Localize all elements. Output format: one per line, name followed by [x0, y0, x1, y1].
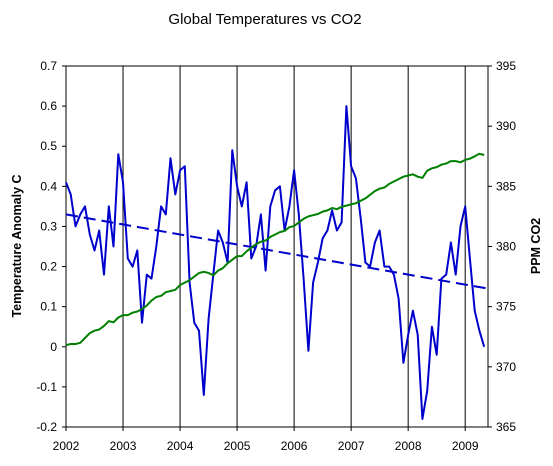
y-right-tick-label: 375 — [496, 300, 516, 314]
y-left-tick-label: -0.2 — [36, 420, 57, 434]
y-right-tick-label: 370 — [496, 360, 516, 374]
x-tick-label: 2003 — [110, 439, 137, 453]
y-axis-right: 365 370 375 380 385 390 395 — [488, 59, 516, 434]
temperature-line — [65, 105, 486, 420]
y-left-tick-label: 0.7 — [40, 59, 57, 73]
y-left-tick-label: -0.1 — [36, 380, 57, 394]
co2-line — [65, 152, 485, 347]
y-axis-right-title: PPM CO2 — [529, 218, 543, 274]
temperature-trend-line — [65, 213, 489, 290]
y-axis-left: -0.2 -0.1 0 0.1 0.2 0.3 0.4 0.5 0.6 0.7 — [36, 59, 66, 434]
y-right-tick-label: 395 — [496, 59, 516, 73]
y-right-tick-label: 365 — [496, 420, 516, 434]
y-right-tick-label: 390 — [496, 119, 516, 133]
plot-area — [65, 65, 489, 428]
vertical-gridlines — [122, 66, 466, 427]
chart-title: Global Temperatures vs CO2 — [168, 11, 361, 28]
y-left-tick-label: 0.6 — [40, 99, 57, 113]
series-group — [65, 105, 489, 420]
y-left-tick-label: 0 — [50, 340, 57, 354]
y-right-tick-label: 380 — [496, 240, 516, 254]
x-axis: 2002 2003 2004 2005 2006 2007 2008 2009 — [53, 427, 479, 453]
x-tick-label: 2005 — [224, 439, 251, 453]
y-axis-left-title: Temperature Anomaly C — [10, 174, 24, 317]
x-tick-label: 2007 — [338, 439, 365, 453]
x-tick-label: 2004 — [167, 439, 194, 453]
x-tick-label: 2002 — [53, 439, 80, 453]
y-left-tick-label: 0.1 — [40, 300, 57, 314]
y-left-tick-label: 0.4 — [40, 179, 57, 193]
y-left-tick-label: 0.5 — [40, 139, 57, 153]
y-left-tick-label: 0.3 — [40, 219, 57, 233]
y-right-tick-label: 385 — [496, 179, 516, 193]
y-left-tick-label: 0.2 — [40, 260, 57, 274]
x-tick-label: 2009 — [452, 439, 479, 453]
x-tick-label: 2006 — [281, 439, 308, 453]
x-tick-label: 2008 — [395, 439, 422, 453]
